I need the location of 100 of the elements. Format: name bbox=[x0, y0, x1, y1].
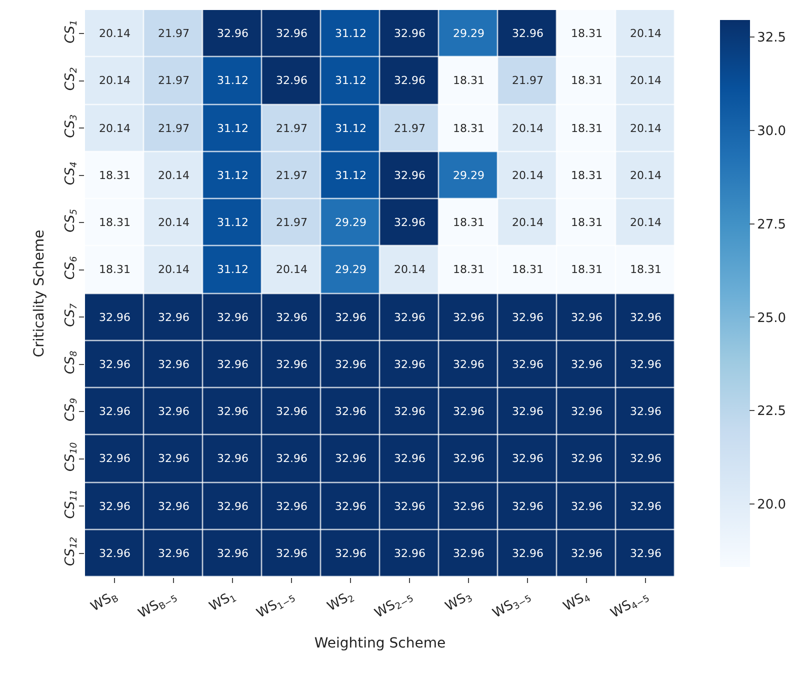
data-label: 32.96 bbox=[630, 405, 662, 418]
data-label: 18.31 bbox=[99, 263, 130, 276]
data-label: 18.31 bbox=[571, 74, 602, 87]
data-label: 32.96 bbox=[99, 500, 130, 513]
data-label: 20.14 bbox=[512, 169, 544, 182]
data-label: 32.96 bbox=[394, 405, 426, 418]
data-label: 32.96 bbox=[217, 311, 248, 324]
data-label: 32.96 bbox=[217, 27, 248, 40]
data-label: 21.97 bbox=[276, 122, 308, 135]
data-label: 31.12 bbox=[217, 74, 248, 87]
data-label: 29.29 bbox=[453, 169, 484, 182]
data-label: 31.12 bbox=[217, 169, 248, 182]
data-label: 32.96 bbox=[453, 500, 484, 513]
data-label: 20.14 bbox=[158, 169, 190, 182]
data-label: 31.12 bbox=[335, 169, 366, 182]
x-axis-title: Weighting Scheme bbox=[314, 635, 446, 652]
data-label: 32.96 bbox=[276, 500, 308, 513]
data-label: 32.96 bbox=[276, 74, 308, 87]
data-label: 20.14 bbox=[512, 216, 544, 229]
data-label: 32.96 bbox=[394, 500, 426, 513]
data-label: 32.96 bbox=[158, 452, 190, 465]
data-label: 32.96 bbox=[335, 547, 366, 560]
data-label: 32.96 bbox=[394, 452, 426, 465]
data-label: 32.96 bbox=[276, 311, 308, 324]
data-label: 18.31 bbox=[453, 74, 484, 87]
data-label: 32.96 bbox=[217, 358, 248, 371]
data-label: 21.97 bbox=[158, 27, 190, 40]
data-label: 32.96 bbox=[394, 547, 426, 560]
data-label: 18.31 bbox=[453, 216, 484, 229]
data-label: 20.14 bbox=[394, 263, 426, 276]
data-label: 31.12 bbox=[335, 122, 366, 135]
data-label: 32.96 bbox=[276, 452, 308, 465]
data-label: 18.31 bbox=[571, 263, 602, 276]
data-label: 21.97 bbox=[512, 74, 544, 87]
data-label: 20.14 bbox=[630, 122, 662, 135]
data-label: 32.96 bbox=[276, 405, 308, 418]
data-label: 20.14 bbox=[630, 27, 662, 40]
data-label: 32.96 bbox=[335, 358, 366, 371]
color-bar-label: 30.0 bbox=[757, 124, 786, 140]
data-label: 32.96 bbox=[512, 405, 544, 418]
data-label: 31.12 bbox=[217, 216, 248, 229]
data-label: 32.96 bbox=[571, 547, 602, 560]
data-label: 32.96 bbox=[453, 311, 484, 324]
data-label: 32.96 bbox=[276, 358, 308, 371]
data-label: 32.96 bbox=[630, 358, 662, 371]
data-label: 32.96 bbox=[335, 405, 366, 418]
data-label: 32.96 bbox=[217, 547, 248, 560]
data-label: 21.97 bbox=[158, 122, 190, 135]
data-label: 31.12 bbox=[217, 263, 248, 276]
data-label: 32.96 bbox=[630, 452, 662, 465]
data-label: 18.31 bbox=[571, 216, 602, 229]
data-label: 20.14 bbox=[630, 74, 662, 87]
data-label: 21.97 bbox=[394, 122, 426, 135]
data-label: 29.29 bbox=[453, 27, 484, 40]
color-bar-label: 27.5 bbox=[757, 217, 786, 232]
data-label: 20.14 bbox=[512, 122, 544, 135]
color-bar-label: 22.5 bbox=[757, 404, 786, 420]
data-label: 29.29 bbox=[335, 216, 366, 229]
data-label: 32.96 bbox=[335, 452, 366, 465]
data-label: 32.96 bbox=[512, 27, 544, 40]
data-label: 18.31 bbox=[99, 216, 130, 229]
data-label: 32.96 bbox=[394, 27, 426, 40]
data-label: 32.96 bbox=[99, 311, 130, 324]
data-label: 20.14 bbox=[630, 216, 662, 229]
data-label: 32.96 bbox=[158, 405, 190, 418]
data-label: 32.96 bbox=[335, 311, 366, 324]
data-label: 32.96 bbox=[453, 358, 484, 371]
data-label: 20.14 bbox=[158, 263, 190, 276]
data-label: 32.96 bbox=[158, 500, 190, 513]
data-label: 20.14 bbox=[630, 169, 662, 182]
data-label: 32.96 bbox=[630, 500, 662, 513]
data-label: 32.96 bbox=[217, 452, 248, 465]
data-label: 18.31 bbox=[571, 27, 602, 40]
data-label: 32.96 bbox=[394, 169, 426, 182]
data-label: 18.31 bbox=[630, 263, 662, 276]
data-label: 32.96 bbox=[394, 358, 426, 371]
data-label: 21.97 bbox=[276, 216, 308, 229]
data-label: 20.14 bbox=[99, 74, 130, 87]
data-label: 31.12 bbox=[335, 74, 366, 87]
data-label: 32.96 bbox=[512, 452, 544, 465]
data-label: 32.96 bbox=[453, 452, 484, 465]
data-label: 18.31 bbox=[453, 263, 484, 276]
data-label: 20.14 bbox=[99, 122, 130, 135]
data-label: 29.29 bbox=[335, 263, 366, 276]
data-label: 32.96 bbox=[158, 311, 190, 324]
data-label: 32.96 bbox=[99, 358, 130, 371]
data-label: 20.14 bbox=[158, 216, 190, 229]
data-label: 20.14 bbox=[99, 27, 130, 40]
data-label: 18.31 bbox=[571, 169, 602, 182]
data-label: 32.96 bbox=[512, 547, 544, 560]
color-bar-label: 32.5 bbox=[757, 30, 786, 46]
data-label: 32.96 bbox=[571, 405, 602, 418]
data-label: 21.97 bbox=[158, 74, 190, 87]
data-label: 18.31 bbox=[512, 263, 544, 276]
data-label: 32.96 bbox=[394, 74, 426, 87]
data-label: 32.96 bbox=[99, 452, 130, 465]
data-label: 32.96 bbox=[512, 500, 544, 513]
data-label: 32.96 bbox=[276, 547, 308, 560]
data-label: 32.96 bbox=[571, 452, 602, 465]
data-label: 32.96 bbox=[276, 27, 308, 40]
